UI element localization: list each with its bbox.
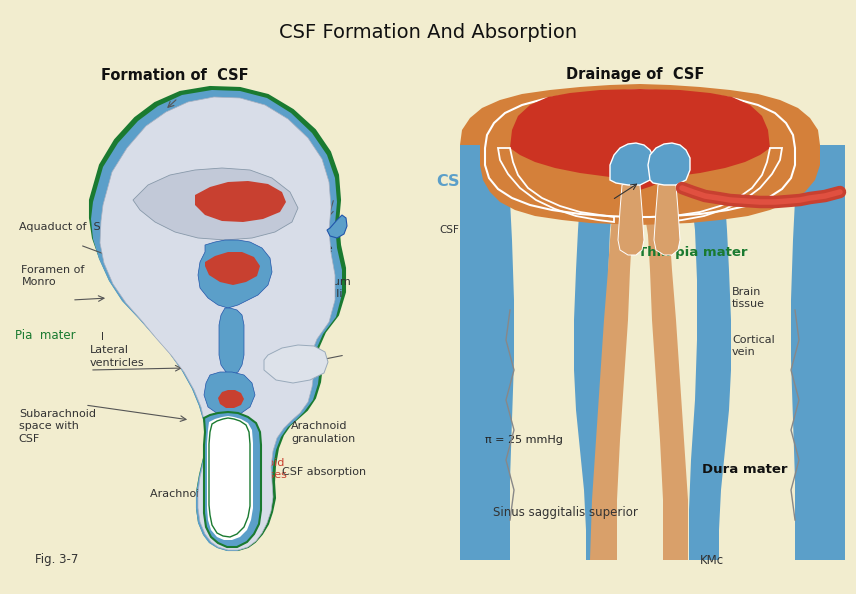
Polygon shape bbox=[198, 240, 272, 308]
Text: III: III bbox=[182, 298, 191, 308]
Text: Lateral
ventricles: Lateral ventricles bbox=[90, 345, 145, 368]
Text: CSF Formation And Absorption: CSF Formation And Absorption bbox=[279, 23, 577, 42]
Polygon shape bbox=[618, 183, 644, 255]
Text: Subarachnoid
space with
CSF: Subarachnoid space with CSF bbox=[19, 409, 96, 444]
Polygon shape bbox=[327, 215, 347, 238]
Text: Tentorium
cerebelli: Tentorium cerebelli bbox=[295, 277, 351, 299]
Polygon shape bbox=[648, 143, 690, 185]
Polygon shape bbox=[570, 134, 710, 190]
Text: KMc: KMc bbox=[700, 554, 724, 567]
Polygon shape bbox=[460, 84, 820, 225]
Text: Arachnoid membrane: Arachnoid membrane bbox=[150, 489, 271, 499]
Polygon shape bbox=[460, 137, 640, 560]
Text: Pia  mater: Pia mater bbox=[15, 329, 76, 342]
Polygon shape bbox=[133, 168, 298, 240]
Text: Sinus saggitalis superior: Sinus saggitalis superior bbox=[492, 505, 638, 519]
Text: Arachnoid
granulation: Arachnoid granulation bbox=[291, 421, 355, 444]
Polygon shape bbox=[205, 252, 260, 285]
Text: CSF: CSF bbox=[437, 173, 471, 189]
Polygon shape bbox=[219, 308, 244, 375]
Polygon shape bbox=[218, 390, 244, 408]
Text: CSF absorption: CSF absorption bbox=[282, 467, 366, 477]
Polygon shape bbox=[665, 137, 845, 560]
Polygon shape bbox=[610, 143, 654, 185]
Polygon shape bbox=[204, 412, 261, 547]
Text: Foramina
Luschkae & Magendie: Foramina Luschkae & Magendie bbox=[210, 231, 332, 254]
Text: Aquaduct of  Sylvius: Aquaduct of Sylvius bbox=[19, 222, 133, 232]
Polygon shape bbox=[264, 345, 328, 383]
Text: Dura mater: Dura mater bbox=[702, 463, 788, 476]
Polygon shape bbox=[195, 181, 286, 222]
Polygon shape bbox=[654, 183, 680, 255]
Text: IV: IV bbox=[193, 255, 202, 264]
Text: CSF: CSF bbox=[439, 226, 459, 235]
Text: Foramen of
Monro: Foramen of Monro bbox=[21, 265, 85, 287]
Text: Ependyma
covering
central channel: Ependyma covering central channel bbox=[214, 143, 301, 178]
Polygon shape bbox=[90, 87, 345, 550]
Polygon shape bbox=[204, 372, 255, 417]
Text: Cortical
vein: Cortical vein bbox=[732, 334, 775, 357]
Text: Fig. 3-7: Fig. 3-7 bbox=[35, 554, 79, 567]
Text: π = 25 mmHg: π = 25 mmHg bbox=[485, 435, 563, 444]
Text: Brain
tissue: Brain tissue bbox=[732, 287, 765, 309]
Polygon shape bbox=[590, 167, 688, 560]
Polygon shape bbox=[100, 97, 335, 550]
Text: Arachnoid  membrane: Arachnoid membrane bbox=[469, 125, 601, 138]
Text: Formation of  CSF: Formation of CSF bbox=[101, 68, 249, 83]
Polygon shape bbox=[510, 89, 770, 180]
Text: Drainage of  CSF: Drainage of CSF bbox=[566, 68, 704, 83]
Polygon shape bbox=[207, 416, 253, 540]
Text: I: I bbox=[101, 333, 104, 342]
Text: Thin pia mater: Thin pia mater bbox=[638, 246, 747, 259]
Polygon shape bbox=[91, 90, 342, 551]
Text: Chorioid
plexuses: Chorioid plexuses bbox=[238, 458, 287, 481]
